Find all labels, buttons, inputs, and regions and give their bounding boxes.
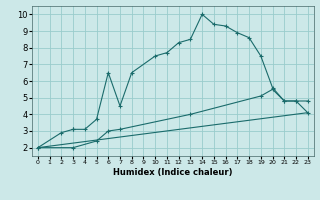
X-axis label: Humidex (Indice chaleur): Humidex (Indice chaleur) [113,168,233,177]
